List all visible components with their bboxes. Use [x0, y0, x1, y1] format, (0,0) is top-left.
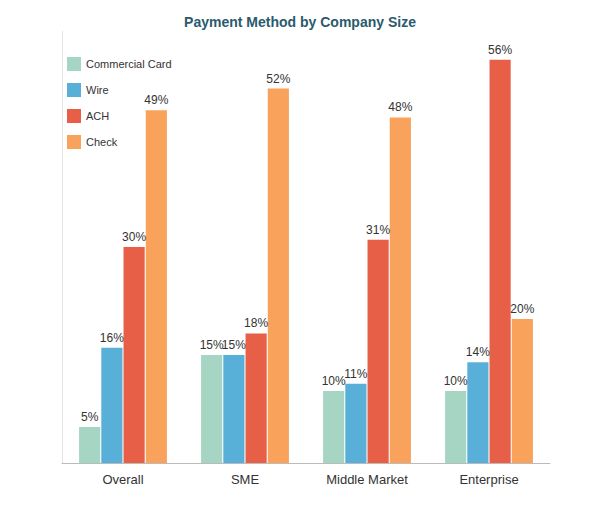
svg-text:Enterprise: Enterprise — [459, 472, 518, 487]
svg-text:15%: 15% — [222, 338, 246, 352]
svg-text:14%: 14% — [466, 345, 490, 359]
svg-text:ACH: ACH — [86, 110, 109, 122]
svg-text:Wire: Wire — [86, 84, 109, 96]
svg-text:Check: Check — [86, 136, 118, 148]
svg-text:10%: 10% — [444, 374, 468, 388]
svg-text:10%: 10% — [322, 374, 346, 388]
svg-text:31%: 31% — [366, 223, 390, 237]
svg-text:49%: 49% — [144, 93, 168, 107]
svg-text:15%: 15% — [200, 338, 224, 352]
svg-text:SME: SME — [231, 472, 260, 487]
svg-text:Payment Method by Company Size: Payment Method by Company Size — [184, 14, 416, 30]
svg-text:Middle Market: Middle Market — [326, 472, 408, 487]
svg-text:52%: 52% — [266, 72, 290, 86]
svg-text:20%: 20% — [510, 302, 534, 316]
svg-text:16%: 16% — [100, 331, 124, 345]
svg-text:48%: 48% — [388, 100, 412, 114]
svg-text:Commercial Card: Commercial Card — [86, 58, 172, 70]
svg-text:18%: 18% — [244, 316, 268, 330]
svg-text:11%: 11% — [344, 367, 367, 381]
svg-text:Overall: Overall — [102, 472, 143, 487]
svg-text:30%: 30% — [122, 230, 146, 244]
svg-text:56%: 56% — [488, 43, 512, 57]
svg-text:5%: 5% — [81, 410, 99, 424]
